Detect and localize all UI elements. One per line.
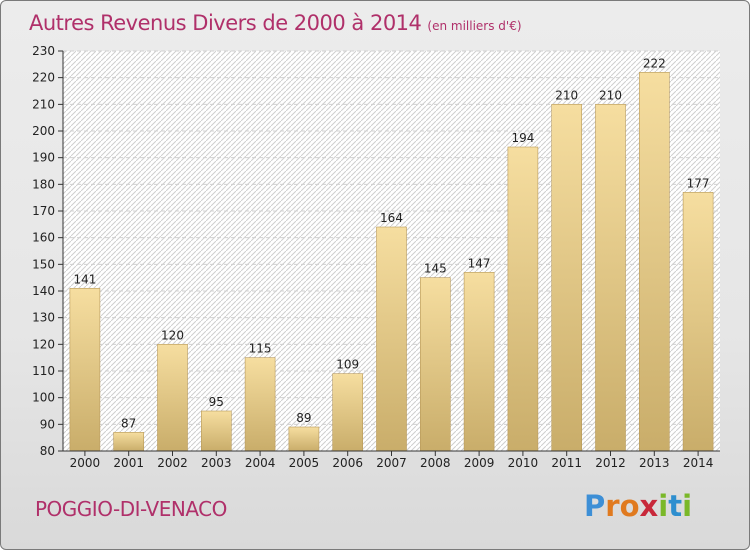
- bar-value-label: 145: [424, 262, 447, 276]
- y-tick-label: 130: [32, 311, 55, 325]
- y-tick-label: 220: [32, 71, 55, 85]
- logo-letter: t: [668, 489, 683, 523]
- y-tick-label: 210: [32, 97, 55, 111]
- x-tick-label: 2012: [595, 456, 626, 470]
- chart-title-text: Autres Revenus Divers de 2000 à 2014: [29, 11, 422, 35]
- y-tick-label: 180: [32, 177, 55, 191]
- y-tick-label: 120: [32, 337, 55, 351]
- x-tick-label: 2000: [70, 456, 101, 470]
- x-tick-label: 2013: [639, 456, 670, 470]
- bar: [113, 432, 144, 452]
- x-tick-label: 2007: [376, 456, 407, 470]
- y-tick-label: 230: [32, 44, 55, 58]
- bar-value-label: 141: [73, 272, 96, 286]
- proxiti-logo: Proxiti: [584, 489, 692, 523]
- x-tick-label: 2003: [201, 456, 232, 470]
- bar: [682, 192, 714, 452]
- logo-letter: o: [619, 489, 640, 523]
- y-tick-label: 160: [32, 231, 55, 245]
- logo-letter: i: [658, 489, 669, 523]
- bar-value-label: 95: [209, 395, 224, 409]
- bar: [507, 146, 539, 452]
- x-tick-label: 2011: [551, 456, 582, 470]
- logo-letter: r: [605, 489, 620, 523]
- y-tick-label: 140: [32, 284, 55, 298]
- x-tick-label: 2006: [332, 456, 363, 470]
- bar-value-label: 177: [687, 176, 710, 190]
- bar-value-label: 87: [121, 416, 136, 430]
- bar: [376, 226, 407, 452]
- chart-unit: (en milliers d'€): [427, 19, 522, 33]
- bar: [288, 426, 320, 452]
- y-tick-label: 190: [32, 151, 55, 165]
- x-tick-label: 2010: [508, 456, 539, 470]
- bar-value-label: 89: [296, 411, 311, 425]
- x-tick-label: 2001: [113, 456, 144, 470]
- bar: [551, 104, 583, 452]
- logo-letter: i: [682, 489, 693, 523]
- bar: [69, 288, 101, 452]
- logo-letter: x: [639, 489, 659, 523]
- bar-value-label: 109: [336, 358, 359, 372]
- logo-letter: P: [584, 489, 606, 523]
- x-tick-label: 2004: [245, 456, 276, 470]
- bar: [157, 344, 188, 452]
- bar: [244, 357, 276, 452]
- bar-value-label: 147: [468, 256, 491, 270]
- x-tick-label: 2005: [289, 456, 320, 470]
- bar-value-label: 115: [249, 342, 272, 356]
- bar: [595, 104, 626, 452]
- bar: [201, 410, 232, 452]
- y-tick-label: 80: [40, 444, 55, 458]
- x-tick-label: 2009: [464, 456, 495, 470]
- bar-value-label: 210: [555, 88, 578, 102]
- bar-value-label: 120: [161, 328, 184, 342]
- bar-value-label: 210: [599, 88, 622, 102]
- bar-value-label: 194: [511, 131, 534, 145]
- x-tick-label: 2008: [420, 456, 451, 470]
- commune-name: POGGIO-DI-VENACO: [35, 497, 227, 521]
- y-tick-label: 90: [40, 417, 55, 431]
- bar: [638, 72, 670, 452]
- bar: [463, 272, 495, 452]
- y-tick-label: 200: [32, 124, 55, 138]
- chart-title: Autres Revenus Divers de 2000 à 2014 (en …: [29, 11, 522, 35]
- x-tick-label: 2002: [157, 456, 188, 470]
- x-tick-label: 2014: [683, 456, 714, 470]
- bar: [332, 373, 364, 452]
- y-tick-label: 150: [32, 257, 55, 271]
- y-tick-label: 170: [32, 204, 55, 218]
- y-tick-label: 110: [32, 364, 55, 378]
- bar-value-label: 222: [643, 56, 666, 70]
- bar-value-label: 164: [380, 211, 403, 225]
- y-tick-label: 100: [32, 391, 55, 405]
- bar: [419, 277, 451, 452]
